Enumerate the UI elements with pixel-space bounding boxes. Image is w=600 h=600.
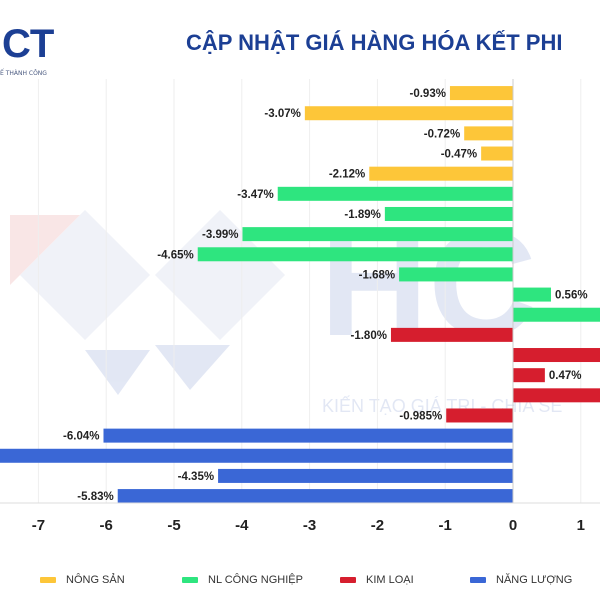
bar-value-label: 0.56% xyxy=(555,290,588,302)
bar xyxy=(513,388,600,403)
bar xyxy=(449,86,513,101)
legend-swatch xyxy=(470,577,486,583)
x-tick-label: -7 xyxy=(32,517,45,534)
watermark-diamond-2 xyxy=(155,210,285,340)
bar xyxy=(513,348,600,363)
legend-label: NÔNG SẢN xyxy=(66,574,125,586)
bar-value-label: -2.12% xyxy=(329,169,365,181)
bar-value-label: -0.72% xyxy=(424,128,460,140)
logo-tagline: Ế THÀNH CÔNG xyxy=(0,70,47,77)
x-tick-label: -5 xyxy=(167,517,180,534)
legend-label: NĂNG LƯỢNG xyxy=(496,574,573,586)
bar xyxy=(464,126,513,141)
bar xyxy=(399,267,513,282)
legend-item-nang-luong: NĂNG LƯỢNG xyxy=(470,574,572,586)
bar xyxy=(384,206,513,221)
x-tick-label: -6 xyxy=(100,517,113,534)
bar xyxy=(446,408,513,423)
legend-item-nong-san: NÔNG SẢN xyxy=(40,574,125,586)
bar-value-label: -1.89% xyxy=(344,209,380,221)
bar-value-label: -0.93% xyxy=(410,88,446,100)
x-tick-label: 1 xyxy=(577,517,585,534)
bar xyxy=(304,106,513,121)
bar-value-label: -3.47% xyxy=(237,189,273,201)
bar xyxy=(369,166,513,181)
brand-logo: CT Ế THÀNH CÔNG xyxy=(0,10,90,80)
x-tick-label: -1 xyxy=(439,517,452,534)
legend-item-kim-loai: KIM LOẠI xyxy=(340,574,414,586)
bar xyxy=(277,186,513,201)
legend-item-nl-cong-nghiep: NL CÔNG NGHIỆP xyxy=(182,574,303,586)
bar xyxy=(390,327,513,342)
bar xyxy=(218,468,513,483)
bar-value-label: -6.04% xyxy=(63,431,99,443)
bar-value-label: -0.47% xyxy=(441,149,477,161)
bar xyxy=(0,448,513,463)
bar xyxy=(513,307,600,322)
bar-value-label: -1.80% xyxy=(351,330,387,342)
legend-label: KIM LOẠI xyxy=(366,574,414,586)
legend-swatch xyxy=(340,577,356,583)
bar xyxy=(197,247,514,262)
x-axis-ticks: -7 -6 -5 -4 -3 -2 -1 0 1 xyxy=(32,517,585,534)
chart-legend: NÔNG SẢN NL CÔNG NGHIỆP KIM LOẠI NĂNG LƯ… xyxy=(0,574,600,594)
x-tick-label: -2 xyxy=(371,517,384,534)
bar-value-label: -4.35% xyxy=(178,471,214,483)
bar-value-label: 0.47% xyxy=(549,370,582,382)
bar xyxy=(242,227,513,242)
watermark-diamond-1 xyxy=(20,210,150,340)
bar xyxy=(513,368,545,383)
bar-value-label: -5.83% xyxy=(77,491,113,503)
page-title: CẬP NHẬT GIÁ HÀNG HÓA KẾT PHI xyxy=(186,30,563,55)
watermark-triangle-2 xyxy=(85,350,150,395)
bar-value-label: -3.99% xyxy=(202,229,238,241)
bar-value-label: -0.985% xyxy=(399,410,442,422)
chart-bars xyxy=(0,86,600,504)
chart-bar-labels: -0.93% -3.07% -0.72% -0.47% -2.12% -3.47% -1.8… xyxy=(63,88,588,503)
legend-swatch xyxy=(182,577,198,583)
bar-value-label: -3.07% xyxy=(264,108,300,120)
legend-label: NL CÔNG NGHIỆP xyxy=(208,574,303,586)
x-tick-label: -4 xyxy=(235,517,249,534)
bar-value-label: -4.65% xyxy=(157,249,193,261)
x-tick-label: -3 xyxy=(303,517,316,534)
bar xyxy=(513,287,551,302)
legend-swatch xyxy=(40,577,56,583)
watermark-triangle-1 xyxy=(10,215,80,285)
x-tick-label: 0 xyxy=(509,517,517,534)
bar-value-label: -1.68% xyxy=(359,269,395,281)
bar xyxy=(103,428,513,443)
watermark-triangle-3 xyxy=(155,345,230,390)
logo-letters: CT xyxy=(2,22,54,66)
bar xyxy=(117,489,513,504)
bar xyxy=(481,146,513,161)
